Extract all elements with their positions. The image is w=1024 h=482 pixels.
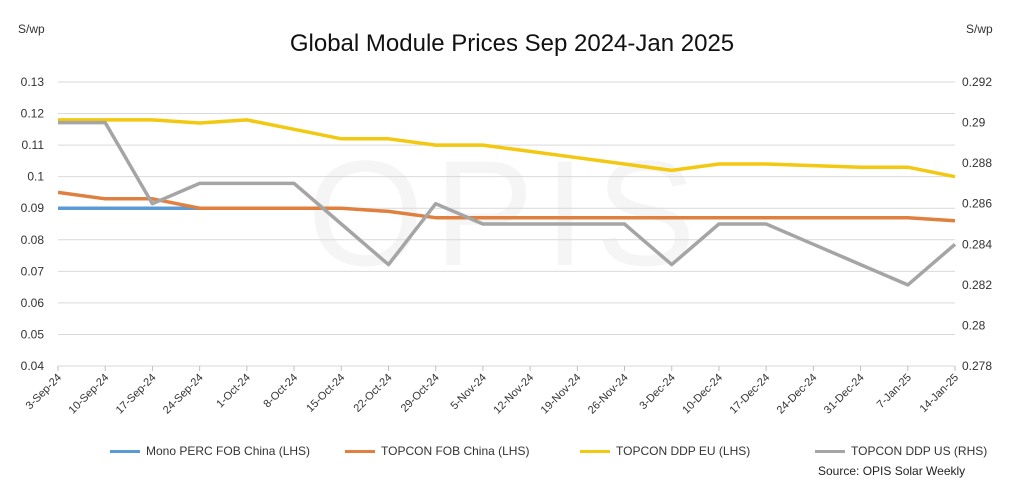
- right-tick-label: 0.29: [962, 116, 986, 130]
- right-tick-label: 0.286: [962, 197, 992, 211]
- legend-item: TOPCON FOB China (LHS): [345, 444, 529, 458]
- chart-title: Global Module Prices Sep 2024-Jan 2025: [289, 30, 735, 57]
- left-tick-label: 0.08: [21, 233, 45, 247]
- x-tick-label: 3-Sep-24: [24, 372, 64, 412]
- x-tick-label: 31-Dec-24: [822, 372, 867, 417]
- legend-item: TOPCON DDP US (RHS): [815, 444, 987, 458]
- legend-label: TOPCON DDP US (RHS): [851, 444, 988, 458]
- left-tick-label: 0.04: [21, 359, 45, 373]
- x-tick-label: 7-Jan-25: [875, 372, 914, 411]
- legend-item: Mono PERC FOB China (LHS): [110, 444, 310, 458]
- legend-swatch: [345, 449, 375, 453]
- source-note: Source: OPIS Solar Weekly: [818, 464, 966, 478]
- right-tick-label: 0.28: [962, 318, 986, 332]
- left-tick-label: 0.06: [21, 296, 45, 310]
- x-tick-label: 3-Dec-24: [637, 372, 677, 412]
- legend-swatch: [580, 449, 610, 453]
- x-tick-label: 24-Dec-24: [775, 372, 820, 417]
- x-tick-label: 8-Oct-24: [261, 372, 300, 411]
- left-axis-unit: S/wp: [18, 22, 45, 36]
- x-tick-label: 17-Sep-24: [114, 372, 159, 417]
- right-tick-label: 0.282: [962, 278, 992, 292]
- series-line-2: [57, 190, 956, 223]
- x-tick-label: 22-Oct-24: [352, 372, 395, 415]
- legend-label: TOPCON FOB China (LHS): [381, 444, 530, 458]
- x-tick-label: 14-Jan-25: [918, 372, 962, 416]
- legend-label: Mono PERC FOB China (LHS): [146, 444, 311, 458]
- legend-label: TOPCON DDP EU (LHS): [616, 444, 751, 458]
- right-tick-label: 0.278: [962, 359, 992, 373]
- x-tick-label: 17-Dec-24: [727, 372, 772, 417]
- watermark: OPIS: [307, 129, 705, 297]
- right-tick-label: 0.292: [962, 75, 992, 89]
- x-tick-label: 5-Nov-24: [449, 372, 489, 412]
- right-axis-unit: S/wp: [966, 22, 993, 36]
- left-tick-label: 0.13: [21, 75, 45, 89]
- left-tick-label: 0.1: [27, 170, 44, 184]
- right-tick-label: 0.288: [962, 156, 992, 170]
- x-tick-label: 10-Sep-24: [67, 372, 112, 417]
- left-tick-label: 0.11: [22, 138, 45, 152]
- legend-swatch: [815, 449, 845, 453]
- left-tick-label: 0.12: [21, 107, 45, 121]
- left-tick-label: 0.05: [21, 327, 45, 341]
- right-tick-label: 0.284: [962, 237, 992, 251]
- legend-item: TOPCON DDP EU (LHS): [580, 444, 750, 458]
- x-tick-label: 12-Nov-24: [491, 372, 536, 417]
- x-tick-label: 1-Oct-24: [214, 372, 253, 411]
- series-line-3: [58, 118, 956, 179]
- left-tick-label: 0.09: [21, 201, 45, 215]
- x-tick-label: 15-Oct-24: [304, 372, 347, 415]
- series-line-4: [58, 120, 957, 287]
- left-tick-label: 0.07: [21, 264, 45, 278]
- legend-swatch: [110, 449, 140, 453]
- x-tick-label: 10-Dec-24: [680, 372, 725, 417]
- x-tick-label: 24-Sep-24: [161, 372, 206, 417]
- x-tick-label: 19-Nov-24: [539, 372, 584, 417]
- x-tick-label: 29-Oct-24: [399, 372, 442, 415]
- x-tick-label: 26-Nov-24: [586, 372, 631, 417]
